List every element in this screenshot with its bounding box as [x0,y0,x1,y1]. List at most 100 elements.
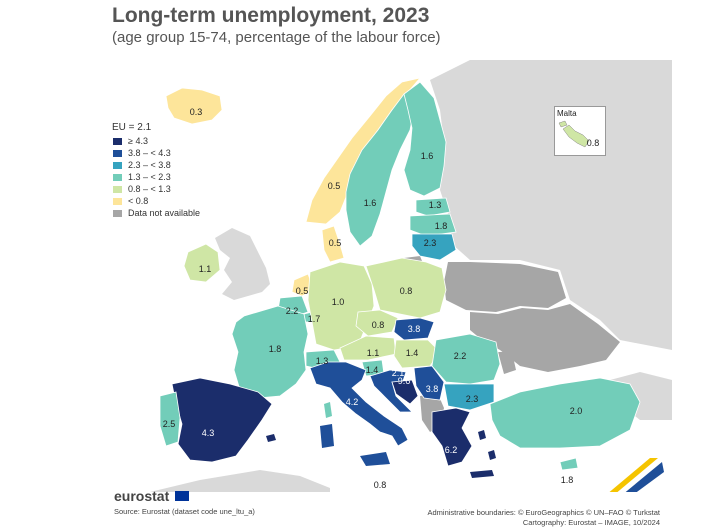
label-sweden: 1.6 [364,198,377,208]
region-russia-east [430,60,672,350]
region-uk [215,228,270,300]
eu-flag-icon [175,491,189,501]
label-netherlands: 0.5 [296,286,309,296]
legend-label: 0.8 – < 1.3 [128,184,171,194]
country-sweden [345,93,415,247]
legend-swatch [112,208,123,218]
label-croatia: 2.1 [392,368,405,378]
legend-item: 1.3 – < 2.3 [112,171,200,183]
label-ireland: 1.1 [199,264,212,274]
label-bulgaria: 2.3 [466,394,479,404]
label-greece: 6.2 [445,445,458,455]
country-corsica [324,402,332,418]
label-austria: 1.1 [367,348,380,358]
legend-item: 3.8 – < 4.3 [112,147,200,159]
label-germany: 1.0 [332,297,345,307]
country-portugal [159,391,181,447]
country-france [231,305,309,399]
country-denmark [321,225,345,263]
legend-label: 1.3 – < 2.3 [128,172,171,182]
country-greece-islands [470,430,496,478]
europe-map: 0.3 0.5 1.6 1.6 1.3 1.8 2.3 0.5 1.1 0.5 … [150,60,672,492]
country-finland [403,81,447,197]
source-note: Source: Eurostat (dataset code une_ltu_a… [114,507,255,516]
country-italy [309,361,409,447]
label-switzerland: 1.3 [316,356,329,366]
legend-item: 0.8 – < 1.3 [112,183,200,195]
country-estonia [415,197,451,217]
legend-label: < 0.8 [128,196,149,206]
label-slovenia: 1.4 [366,365,379,375]
country-romania [431,333,501,385]
legend-swatch [112,148,123,158]
label-cyprus: 1.8 [561,475,574,485]
country-ireland [183,243,221,283]
country-sardinia [320,424,334,448]
country-sicily [360,452,390,466]
country-lithuania [411,233,457,261]
map-subtitle: (age group 15-74, percentage of the labo… [112,29,441,46]
legend-item: 2.3 – < 3.8 [112,159,200,171]
legend-swatch [112,160,123,170]
legend-item: < 0.8 [112,195,200,207]
legend-swatch [112,196,123,206]
label-estonia: 1.3 [429,200,442,210]
corner-stripe-yellow [609,458,658,492]
legend-label: ≥ 4.3 [128,136,148,146]
malta-inset-map: 0.8 [558,120,600,148]
gozo-island [558,120,568,128]
legend-label: Data not available [128,208,201,218]
label-malta: 0.8 [587,138,600,148]
credits: Administrative boundaries: © EuroGeograp… [427,508,660,528]
label-hungary: 1.4 [406,348,419,358]
label-luxembourg: 1.7 [308,314,321,324]
label-latvia: 1.8 [435,221,448,231]
label-czechia: 0.8 [372,320,385,330]
legend-title: EU = 2.1 [112,122,152,133]
label-france: 1.8 [269,344,282,354]
country-greece [431,407,473,467]
map-title: Long-term unemployment, 2023 [112,4,430,27]
country-balearics [266,434,276,442]
label-spain: 4.3 [202,428,215,438]
label-finland: 1.6 [421,151,434,161]
label-italy: 4.2 [346,397,359,407]
malta-inset: Malta 0.8 [554,106,606,156]
label-portugal: 2.5 [163,419,176,429]
label-lithuania: 2.3 [424,238,437,248]
label-denmark: 0.5 [329,238,342,248]
country-cyprus [559,457,579,471]
region-belarus [444,262,566,312]
country-croatia [369,369,413,413]
malta-island [562,124,590,148]
country-bosnia [391,379,419,405]
malta-inset-title: Malta [557,109,577,118]
legend: EU = 2.1 ≥ 4.3 3.8 – < 4.3 2.3 – < 3.8 1.3 … [112,122,200,219]
label-iceland: 0.3 [190,107,203,117]
label-belgium: 2.2 [286,306,299,316]
corner-stripe-blue [625,462,664,492]
legend-item: ≥ 4.3 [112,135,200,147]
region-north-africa [150,470,330,492]
region-moldova [498,352,516,374]
label-bosnia: 9.6 [398,376,411,386]
legend-swatch [112,136,123,146]
legend-rows: ≥ 4.3 3.8 – < 4.3 2.3 – < 3.8 1.3 – < 2.3 0.… [112,135,200,219]
label-serbia: 3.8 [426,384,439,394]
country-spain [171,377,273,463]
eurostat-logo: eurostat [114,488,170,504]
country-slovakia [393,317,435,341]
label-poland: 0.8 [400,286,413,296]
country-poland [365,257,447,319]
legend-swatch [112,172,123,182]
label-romania: 2.2 [454,351,467,361]
label-sicily-note: 0.8 [374,480,387,490]
legend-label: 3.8 – < 4.3 [128,148,171,158]
country-latvia [409,213,457,237]
credit-boundaries: Administrative boundaries: © EuroGeograp… [427,508,660,517]
label-turkey: 2.0 [570,406,583,416]
country-germany [307,261,375,351]
legend-swatch [112,184,123,194]
country-iceland [165,87,223,125]
legend-label: 2.3 – < 3.8 [128,160,171,170]
